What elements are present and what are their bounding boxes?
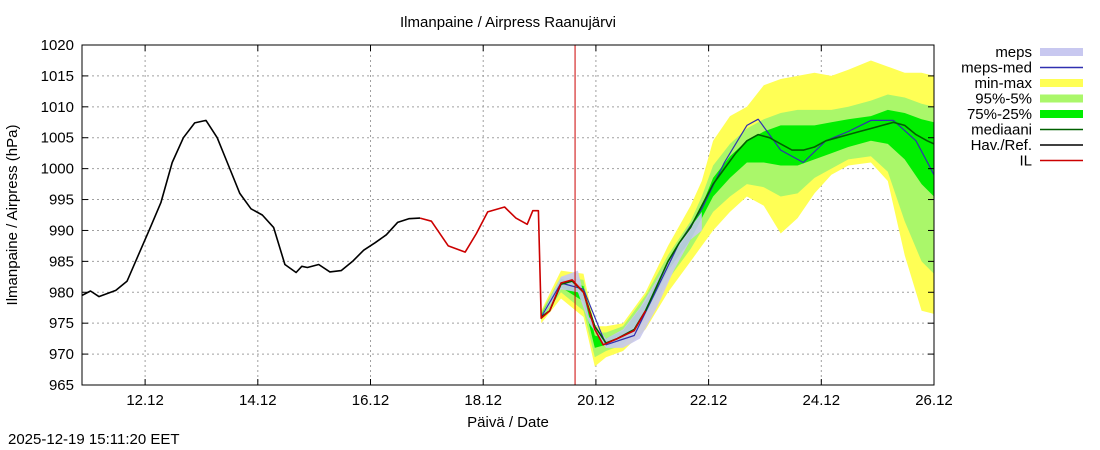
x-tick-label: 18.12	[464, 392, 502, 409]
band-95-5	[541, 94, 934, 358]
chart-title: Ilmanpaine / Airpress Raanujärvi	[400, 14, 616, 31]
series-line-il	[419, 206, 647, 346]
y-tick-label: 1000	[41, 161, 74, 178]
y-tick-label: 970	[49, 346, 74, 363]
y-axis-label: Ilmanpaine / Airpress (hPa)	[4, 125, 21, 306]
line-layer	[82, 118, 934, 346]
x-axis-label: Päivä / Date	[467, 414, 549, 431]
x-tick-label: 20.12	[577, 392, 615, 409]
x-tick-label: 26.12	[915, 392, 953, 409]
legend-label-min-max: min-max	[974, 75, 1032, 92]
x-tick-label: 14.12	[239, 392, 277, 409]
y-ticks: 965 970 975 980 985 990 995 1000 1005 1010 1015 102…	[41, 37, 934, 394]
legend-swatch-meps	[1040, 48, 1083, 56]
legend-label-75-25: 75%-25%	[967, 106, 1032, 123]
y-tick-label: 975	[49, 315, 74, 332]
legend-label-95-5: 95%-5%	[975, 91, 1032, 108]
y-tick-label: 980	[49, 284, 74, 301]
x-tick-label: 12.12	[126, 392, 164, 409]
generated-timestamp: 2025-12-19 15:11:20 EET	[8, 431, 180, 448]
series-line-meps-med	[540, 118, 934, 346]
y-tick-label: 1015	[41, 68, 74, 85]
x-tick-label: 22.12	[690, 392, 728, 409]
legend-label-hav-ref: Hav./Ref.	[971, 137, 1032, 154]
y-tick-label: 1010	[41, 99, 74, 116]
series-line-hav-ref	[82, 119, 421, 298]
legend: mepsmeps-medmin-max95%-5%75%-25%mediaani…	[961, 44, 1083, 170]
legend-swatch-95-5	[1040, 94, 1083, 103]
band-75-25	[541, 109, 934, 348]
y-tick-label: 995	[49, 192, 74, 209]
series-line-mediaani	[540, 121, 934, 344]
y-tick-label: 1020	[41, 37, 74, 54]
legend-swatch-75-25	[1040, 110, 1083, 118]
band-meps	[541, 211, 702, 348]
x-tick-label: 24.12	[803, 392, 841, 409]
legend-label-meps-med: meps-med	[961, 60, 1032, 77]
y-tick-label: 965	[49, 377, 74, 394]
x-tick-label: 16.12	[352, 392, 390, 409]
legend-label-mediaani: mediaani	[971, 122, 1032, 139]
y-tick-label: 985	[49, 253, 74, 270]
legend-swatch-min-max	[1040, 79, 1083, 87]
legend-label-il: IL	[1019, 153, 1032, 170]
legend-label-meps: meps	[995, 44, 1032, 61]
plot-frame	[81, 44, 935, 386]
y-tick-label: 1005	[41, 130, 74, 147]
y-tick-label: 990	[49, 222, 74, 239]
x-ticks: 12.12 14.12 16.12 18.12 20.12 22.12 24.12 26.12	[126, 45, 953, 409]
